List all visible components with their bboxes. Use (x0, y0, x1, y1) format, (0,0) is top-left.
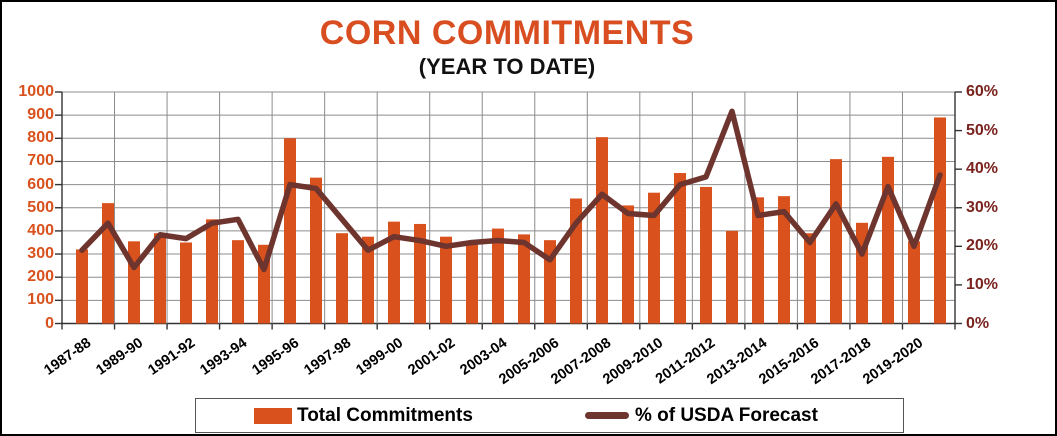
y-axis-label-left: 600 (27, 175, 54, 193)
bar (778, 196, 790, 324)
gridlines (61, 91, 956, 325)
bar (908, 241, 920, 324)
bar (232, 240, 244, 324)
bar (466, 244, 478, 324)
legend-line-label: % of USDA Forecast (634, 404, 818, 426)
total-commitments-bars (76, 117, 946, 324)
legend-bar-label: Total Commitments (297, 404, 473, 426)
forecast-line (79, 108, 943, 273)
y-axis-label-left: 300 (27, 245, 54, 263)
bar (882, 156, 894, 324)
legend-item-total-commitments: Total Commitments (254, 405, 473, 427)
bar (830, 159, 842, 324)
bar (310, 177, 322, 324)
bar (206, 219, 218, 324)
bar (648, 192, 660, 324)
bar (388, 221, 400, 324)
bar (128, 241, 140, 324)
y-axis-label-left: 0 (45, 314, 54, 332)
bar (180, 242, 192, 324)
bar (414, 223, 426, 324)
bar (674, 173, 686, 324)
bar (336, 233, 348, 324)
bar (76, 249, 88, 324)
y-axis-label-right: 30% (966, 198, 999, 216)
y-axis-label-left: 500 (27, 198, 54, 216)
y-axis-label-left: 100 (27, 291, 54, 309)
bar (362, 236, 374, 324)
y-axis-label-left: 200 (27, 268, 54, 286)
y-axis-label-left: 700 (27, 152, 54, 170)
y-axis-label-right: 20% (966, 237, 999, 255)
y-axis-label-left: 1000 (18, 83, 54, 100)
y-axis-label-right: 60% (966, 83, 999, 100)
chart-subtitle: (YEAR TO DATE) (418, 54, 596, 79)
bar (518, 234, 530, 324)
y-axis-label-right: 40% (966, 160, 999, 178)
y-axis-label-left: 800 (27, 129, 54, 147)
y-axis-label-right: 0% (966, 314, 990, 332)
bar (622, 205, 634, 324)
bar (440, 236, 452, 324)
usda-forecast-line (79, 108, 943, 273)
legend-item-usda-forecast: % of USDA Forecast (584, 404, 818, 427)
y-axis-label-left: 900 (27, 106, 54, 124)
chart-title: CORN COMMITMENTS (319, 14, 695, 52)
bar (804, 233, 816, 324)
y-axis-label-left: 400 (27, 221, 54, 239)
y-axis-label-right: 50% (966, 121, 999, 139)
line-swatch-icon (584, 412, 629, 419)
bar (154, 233, 166, 324)
bar (726, 230, 738, 324)
bar (700, 186, 712, 324)
bar (752, 197, 764, 324)
y-axis-label-right: 10% (966, 275, 999, 293)
axis-ticks (55, 91, 962, 330)
bar (492, 228, 504, 324)
bar-swatch-icon (254, 407, 292, 424)
bar (934, 117, 946, 324)
bar (284, 138, 296, 324)
legend: Total Commitments % of USDA Forecast (195, 398, 904, 433)
bar (596, 137, 608, 324)
